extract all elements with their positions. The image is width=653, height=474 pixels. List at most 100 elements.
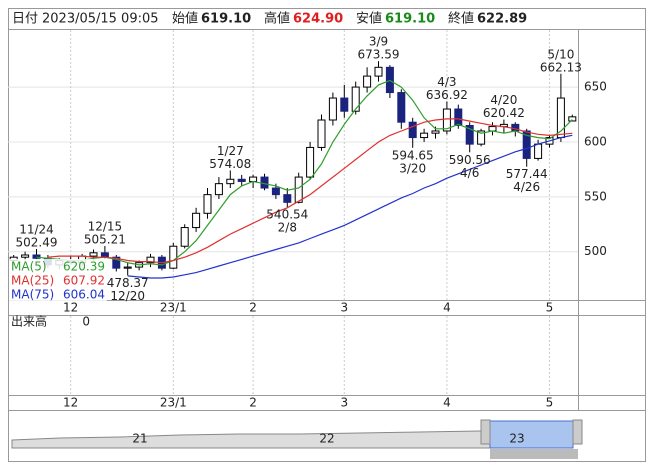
annotation-value: 590.56 — [449, 153, 491, 167]
annotation-date: 4/3 — [437, 75, 456, 89]
candle-body — [32, 254, 41, 259]
header-label: 安値 — [356, 11, 382, 27]
header-low: 619.10 — [385, 12, 435, 27]
candle-body — [192, 212, 201, 229]
candle-body — [465, 124, 474, 145]
x-tick-label: 2 — [249, 301, 257, 315]
header-label: 始値 — [172, 11, 198, 27]
candle-body — [442, 108, 451, 132]
navigator-handle[interactable] — [480, 419, 491, 445]
annotation-date: 12/15 — [88, 219, 123, 233]
ma-line — [47, 118, 573, 264]
candle-body — [283, 194, 292, 203]
legend-box — [9, 259, 107, 301]
candle-body — [112, 256, 121, 269]
header-label: 終値 — [448, 11, 474, 27]
y-tick-label: 650 — [584, 80, 607, 94]
header-close: 622.89 — [477, 12, 527, 27]
candle-body — [340, 97, 349, 112]
navigator-label: 22 — [319, 432, 334, 446]
header-label: 高値 — [264, 11, 290, 27]
annotation-date: 4/6 — [460, 166, 479, 180]
legend-value: 620.39 — [63, 260, 105, 274]
legend-name: MA(75) — [11, 288, 54, 302]
volume-value: 0 — [82, 315, 90, 329]
x-tick-label: 2 — [249, 396, 257, 410]
candle-body — [488, 126, 497, 132]
candle-body — [420, 132, 429, 139]
candle-body — [374, 66, 383, 77]
annotation-value: 662.13 — [540, 60, 582, 74]
candle-body — [454, 108, 463, 126]
y-tick-label: 500 — [584, 244, 607, 258]
candle-body — [123, 266, 132, 269]
header-open: 619.10 — [201, 12, 251, 27]
annotation-date: 2/8 — [278, 221, 297, 235]
candle-body — [397, 92, 406, 123]
candle-body — [146, 256, 155, 264]
legend-name: MA(25) — [11, 274, 54, 288]
candle-body — [363, 75, 372, 88]
annotation-value: 577.44 — [506, 167, 548, 181]
x-tick-label: 3 — [340, 396, 348, 410]
candle-body — [169, 245, 178, 269]
annotation-date: 11/24 — [19, 222, 54, 236]
x-tick-label: 23/1 — [160, 301, 187, 315]
candle-body — [203, 194, 212, 214]
annotation-value: 540.54 — [266, 208, 308, 222]
ma-line — [36, 79, 573, 266]
frame — [8, 8, 646, 462]
x-tick-label: 5 — [546, 301, 554, 315]
annotation-value: 620.42 — [483, 106, 525, 120]
navigator-label: 23 — [509, 432, 524, 446]
navigator-window[interactable] — [489, 420, 574, 449]
candle-body — [237, 178, 246, 182]
ma-line — [127, 134, 573, 279]
header-high: 624.90 — [293, 12, 343, 27]
annotation-value: 636.92 — [426, 88, 468, 102]
candle-body — [306, 146, 315, 178]
volume-label: 出来高 — [11, 314, 47, 329]
annotation-value: 574.08 — [209, 157, 251, 171]
annotation-value: 594.65 — [392, 148, 434, 162]
x-tick-label: 5 — [546, 396, 554, 410]
candle-body — [568, 116, 577, 122]
navigator-label: 21 — [132, 432, 147, 446]
header-label: 日付 — [12, 12, 38, 27]
scrollbar-thumb[interactable] — [490, 449, 578, 459]
candle-body — [180, 227, 189, 247]
legend-value: 607.92 — [63, 274, 105, 288]
annotation-date: 4/20 — [490, 93, 517, 107]
header-datetime: 2023/05/15 09:05 — [42, 12, 159, 27]
candle-body — [294, 176, 303, 203]
annotation-date: 1/27 — [217, 144, 244, 158]
candle-body — [431, 130, 440, 134]
header: 日付 2023/05/15 09:05 始値 619.10 高値 624.90 … — [12, 11, 527, 27]
navigator: 21 22 23 — [11, 419, 583, 459]
annotation-date: 3/20 — [399, 161, 426, 175]
candle-body — [522, 130, 531, 159]
plot: 500 550 600 650 12 12 23/1 23/1 2 2 3 3 4 4 5 5 11/24502… — [8, 30, 607, 410]
candle-body — [226, 178, 235, 185]
y-tick-label: 550 — [584, 189, 607, 203]
annotation-date: 5/10 — [547, 47, 574, 61]
legend: MA(5) 620.39 MA(25) 607.92 MA(75) 606.04 — [9, 259, 107, 302]
candle-body — [89, 252, 98, 257]
candle-body — [260, 176, 269, 189]
annotation-date: 4/26 — [513, 180, 540, 194]
candle-body — [317, 119, 326, 148]
annotation-value: 505.21 — [84, 232, 126, 246]
navigator-handle[interactable] — [572, 419, 583, 445]
annotation-value: 478.37 — [107, 276, 149, 290]
annotation-value: 502.49 — [16, 235, 58, 249]
candle-body — [21, 254, 30, 258]
annotation-value: 673.59 — [358, 48, 400, 62]
x-tick-label: 12 — [63, 396, 78, 410]
y-tick-label: 600 — [584, 134, 607, 148]
legend-value: 606.04 — [63, 288, 105, 302]
candle-body — [351, 86, 360, 112]
candle-body — [477, 130, 486, 145]
x-tick-label: 4 — [443, 396, 451, 410]
candle-body — [214, 183, 223, 196]
